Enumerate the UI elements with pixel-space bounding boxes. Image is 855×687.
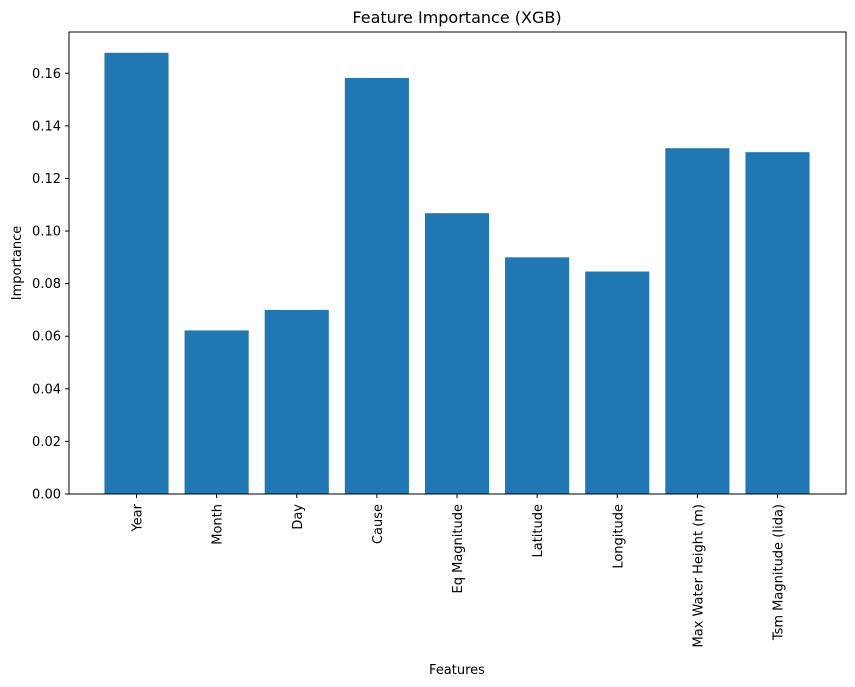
bar-tsm-magnitude-iida — [745, 152, 810, 494]
bar-eq-magnitude — [424, 213, 490, 494]
bar-day — [264, 309, 329, 494]
x-tick-label: Cause — [371, 504, 386, 544]
bar-latitude — [505, 257, 570, 494]
bar-month — [184, 330, 249, 494]
bar-year — [104, 52, 169, 494]
y-axis: 0.00 0.02 0.04 0.06 0.08 0.10 0.12 0.14 0.16 — [32, 67, 69, 503]
y-tick-label: 0.06 — [32, 330, 61, 345]
x-tick-label: Latitude — [531, 504, 546, 558]
y-tick-label: 0.10 — [32, 225, 61, 240]
y-tick-label: 0.16 — [32, 67, 61, 82]
chart-title: Feature Importance (XGB) — [352, 8, 561, 27]
plot-frame — [68, 31, 847, 495]
x-tick-label: Longitude — [611, 504, 626, 569]
y-axis-title: Importance — [10, 226, 25, 301]
y-tick-label: 0.12 — [32, 172, 61, 187]
x-tick-label: Eq Magnitude — [451, 504, 466, 593]
y-tick-label: 0.02 — [32, 435, 61, 450]
bar-longitude — [585, 271, 650, 494]
bars-group — [104, 52, 810, 495]
x-axis: Year Month Day Cause Eq Magnitude Latitude Lon… — [131, 494, 787, 647]
x-tick-label: Tsm Magnitude (Iida) — [772, 504, 787, 641]
bar-max-water-height-m — [665, 148, 730, 494]
x-axis-title: Features — [429, 663, 485, 678]
y-tick-label: 0.14 — [32, 119, 61, 134]
y-tick-label: 0.04 — [32, 382, 61, 397]
y-tick-label: 0.00 — [32, 488, 61, 503]
x-tick-label: Month — [211, 504, 226, 545]
x-tick-label: Year — [131, 503, 146, 532]
y-tick-label: 0.08 — [32, 277, 61, 292]
bar-cause — [344, 78, 409, 495]
x-tick-label: Max Water Height (m) — [691, 504, 706, 647]
x-tick-label: Day — [291, 504, 306, 530]
